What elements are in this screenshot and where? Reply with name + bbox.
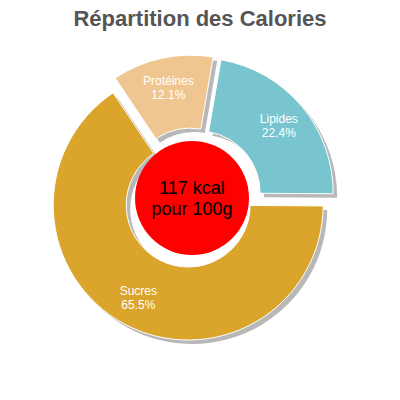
svg-text:Protéines12.1%: Protéines12.1% (143, 74, 194, 102)
svg-text:Répartition des Calories: Répartition des Calories (73, 6, 326, 31)
svg-text:Sucres65.5%: Sucres65.5% (120, 284, 157, 312)
svg-text:117 kcal: 117 kcal (159, 178, 225, 198)
svg-text:pour 100g: pour 100g (151, 199, 232, 219)
svg-text:Lipides22.4%: Lipides22.4% (260, 112, 298, 140)
